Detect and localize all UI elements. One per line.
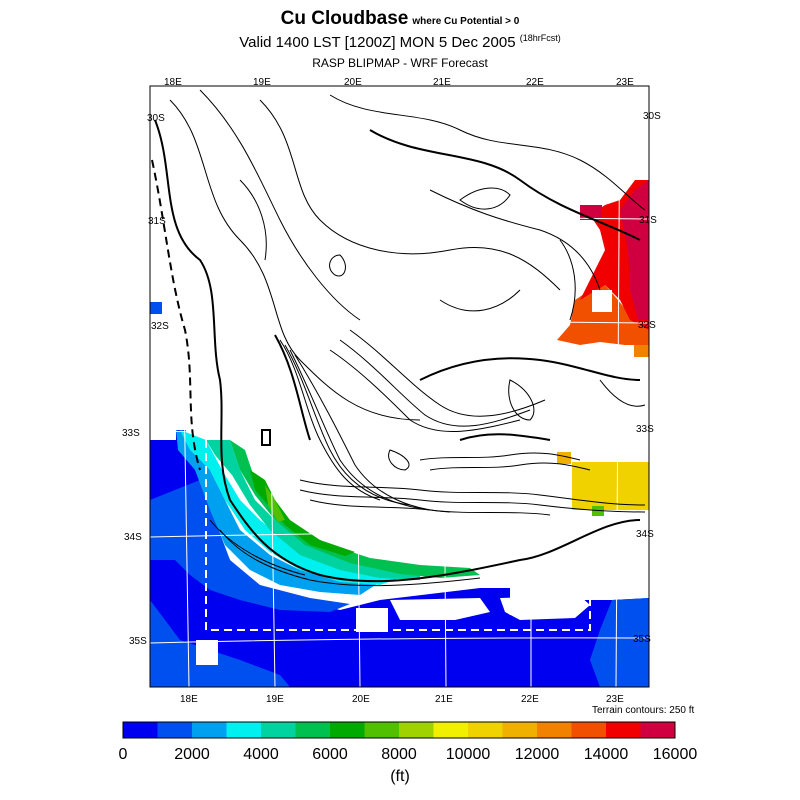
se-green-cell [592,506,604,516]
ne-white-gap [592,290,612,312]
lat-label-right: 31S [639,215,657,226]
color-scale-swatch [640,722,676,738]
lon-labels-bottom: 18E 19E 20E 21E 22E 23E [180,694,624,705]
south-east-light-blue [590,598,649,687]
lon-labels-top: 18E 19E 20E 21E 22E 23E [164,77,634,88]
lat-label-right: 30S [643,111,661,122]
color-scale-tick-label: 10000 [446,746,491,763]
lone-blue-cell [150,302,162,314]
color-scale-swatch [192,722,227,738]
white-gap-2 [356,608,388,632]
lon-label-bottom: 19E [266,694,284,705]
lon-label-bottom: 22E [521,694,539,705]
valid-time-row: Valid 1400 LST [1200Z] MON 5 Dec 2005 (1… [0,33,800,51]
lat-label-right: 35S [633,634,651,645]
color-scale-tick-label: 14000 [584,746,629,763]
lon-label-top: 19E [253,77,271,88]
valid-time: Valid 1400 LST [1200Z] MON 5 Dec 2005 [239,34,516,51]
se-orange-cell [557,452,571,464]
units-label: (ft) [390,768,410,785]
lat-label-left: 35S [129,636,147,647]
map-title: Cu Cloudbase [280,8,409,29]
color-scale-tick-label: 6000 [312,746,348,763]
color-scale-tick-label: 0 [119,746,128,763]
white-gap-4 [500,596,590,620]
map-subtitle: RASP BLIPMAP - WRF Forecast [312,56,488,70]
color-scale-tick-label: 4000 [243,746,279,763]
se-yellow-patch [572,462,649,510]
lat-label-left: 34S [124,532,142,543]
lat-label-right: 33S [636,424,654,435]
lon-label-top: 20E [344,77,362,88]
lat-label-left: 33S [122,428,140,439]
lon-label-top: 23E [616,77,634,88]
lat-label-right: 34S [636,529,654,540]
color-scale-bar [122,721,676,739]
coastal-yellow-green [265,485,285,522]
lat-label-left: 30S [147,113,165,124]
map-title-row: Cu Cloudbase where Cu Potential > 0 [0,8,800,30]
lon-label-bottom: 20E [352,694,370,705]
white-gap-3 [390,598,490,620]
color-scale-swatch [571,722,607,738]
color-scale-swatch [330,722,365,738]
ne-orange-strip [634,345,649,357]
ne-crimson-region [620,180,649,320]
title-note: where Cu Potential > 0 [412,16,520,27]
color-scale-swatch [123,722,158,738]
lat-labels-left: 30S 31S 32S 33S 34S 35S [122,113,169,647]
lon-label-top: 21E [433,77,451,88]
color-scale-swatch [399,722,434,738]
color-scale-swatch [261,722,296,738]
color-scale-swatch [606,722,641,738]
color-scale-swatch [364,722,400,738]
color-scale-swatch [537,722,572,738]
lat-label-left: 31S [148,216,166,227]
plot-frame [149,85,650,688]
coastal-teal [206,440,420,580]
cloudbase-color-field [150,180,649,687]
lon-label-bottom: 23E [606,694,624,705]
lat-labels-right: 30S 31S 32S 33S 34S 35S [633,111,661,645]
lon-label-bottom: 18E [180,694,198,705]
color-scale-swatch [502,722,538,738]
graticule [150,86,649,687]
color-scale-swatch [433,722,469,738]
color-scale-tick-label: 8000 [381,746,417,763]
color-scale-swatch [295,722,331,738]
coastal-light-blue [150,480,350,612]
color-scale-ticks: 0 2000 4000 6000 8000 10000 12000 14000 16000 [119,746,698,763]
lon-label-top: 18E [164,77,182,88]
color-scale-tick-label: 2000 [174,746,210,763]
terrain-contours [151,89,646,587]
coastal-aqua [180,430,400,585]
color-scale-swatch [157,722,193,738]
lon-label-bottom: 21E [435,694,453,705]
lon-label-top: 22E [526,77,544,88]
coastal-dark-green [250,470,355,556]
color-scale-frame [122,721,676,739]
color-scale-tick-label: 16000 [653,746,698,763]
terrain-note: Terrain contours: 250 ft [592,705,695,716]
ocean-field-west [150,430,649,687]
boundary-line [205,440,591,631]
lat-label-left: 32S [151,321,169,332]
forecast-note: (18hrFcst) [519,33,561,43]
lat-label-right: 32S [638,320,656,331]
color-scale-swatch [468,722,503,738]
white-gap-1 [196,640,218,665]
color-scale-swatch [226,722,262,738]
south-light-blue [150,600,290,687]
color-scale-tick-label: 12000 [515,746,560,763]
